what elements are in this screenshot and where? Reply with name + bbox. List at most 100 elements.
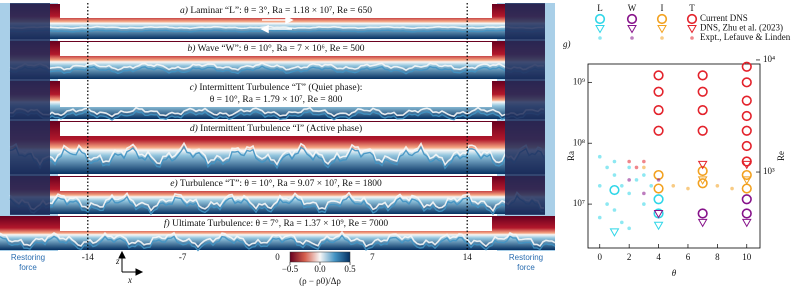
marker-triangle bbox=[697, 160, 708, 170]
marker-triangle bbox=[609, 228, 620, 237]
marker-circle bbox=[626, 13, 638, 25]
channel-tick-label: 14 bbox=[463, 252, 473, 262]
interface bbox=[9, 29, 544, 33]
marker-triangle bbox=[687, 25, 697, 34]
caption-box bbox=[60, 177, 492, 191]
marker-dot bbox=[642, 173, 646, 177]
marker-circle bbox=[653, 125, 664, 136]
marker-circle bbox=[609, 184, 620, 196]
x-tick-label: 4 bbox=[656, 252, 661, 262]
marker-triangle bbox=[741, 160, 752, 170]
marker-circle bbox=[697, 86, 708, 97]
interface bbox=[9, 141, 545, 167]
channel-tick-label: -7 bbox=[179, 252, 187, 262]
marker-dot bbox=[605, 165, 609, 170]
marker-dot bbox=[612, 159, 617, 164]
marker-dot bbox=[620, 220, 624, 225]
y-tick-label: 10⁸ bbox=[573, 137, 585, 147]
marker-circle bbox=[653, 194, 664, 205]
marker-circle bbox=[656, 13, 668, 25]
marker-dot bbox=[627, 165, 631, 170]
marker-dot bbox=[627, 226, 631, 231]
marker-dot bbox=[627, 191, 631, 196]
marker-circle bbox=[741, 140, 752, 152]
marker-circle bbox=[594, 13, 606, 25]
y2-axis-label: Re bbox=[776, 151, 786, 161]
marker-circle bbox=[741, 169, 752, 181]
marker-dot bbox=[642, 202, 646, 206]
caption-text: θ = 10°, Ra = 1.79 × 10⁷, Re = 800 bbox=[210, 94, 343, 105]
marker-circle bbox=[741, 110, 752, 122]
caption-text: Ultimate Turbulence: θ = 7°, Ra = 1.37 ×… bbox=[172, 218, 388, 229]
marker-dot bbox=[730, 186, 734, 191]
interface bbox=[9, 65, 545, 75]
legend-header: T bbox=[689, 3, 695, 13]
marker-triangle bbox=[595, 25, 605, 34]
caption-text: Turbulence “T”: θ = 10°, Ra = 9.07 × 10⁷… bbox=[180, 178, 382, 189]
marker-dot bbox=[598, 36, 602, 40]
marker-triangle bbox=[697, 176, 708, 185]
interface bbox=[10, 106, 545, 118]
axes-glyph bbox=[118, 250, 144, 276]
legend-header: I bbox=[661, 3, 664, 13]
marker-dot bbox=[627, 159, 631, 164]
x-tick-label: 8 bbox=[715, 252, 720, 262]
y-axis-label: Ra bbox=[566, 151, 576, 161]
x-axis-label: θ bbox=[672, 268, 677, 278]
x-tick-label: 2 bbox=[627, 252, 632, 262]
marker-dot bbox=[612, 208, 617, 212]
interface bbox=[0, 234, 556, 252]
interface bbox=[9, 191, 545, 213]
marker-circle bbox=[653, 86, 664, 97]
panel-label: f) bbox=[164, 218, 170, 229]
colorbar bbox=[289, 251, 351, 263]
marker-circle bbox=[697, 178, 708, 189]
panel-caption: c) Intermittent Turbulence “T” (Quiet ph… bbox=[190, 82, 363, 93]
legend-label: Current DNS bbox=[700, 13, 748, 23]
interface bbox=[9, 25, 544, 30]
panel-label: d) bbox=[190, 123, 198, 134]
marker-dot bbox=[627, 178, 631, 182]
restoring-label: Restoring bbox=[509, 253, 543, 262]
caption-box bbox=[60, 4, 492, 18]
channel-tick-label: -14 bbox=[82, 252, 94, 262]
flow-arrow bbox=[260, 15, 294, 34]
marker-triangle bbox=[741, 176, 752, 185]
colorbar-tick-label: 0.0 bbox=[314, 264, 326, 274]
marker-circle bbox=[741, 95, 752, 106]
panel-caption: f) Ultimate Turbulence: θ = 7°, Ra = 1.3… bbox=[164, 218, 388, 229]
marker-circle bbox=[653, 70, 664, 81]
marker-circle bbox=[686, 13, 698, 25]
marker-dot bbox=[612, 173, 617, 177]
marker-circle bbox=[741, 194, 752, 205]
colorbar-label: (ρ − ρ0)/Δρ bbox=[299, 276, 341, 286]
panel-caption: d) Intermittent Turbulence “I” (Active p… bbox=[190, 123, 362, 134]
plot-frame bbox=[587, 63, 761, 249]
panel-label: c) bbox=[190, 82, 197, 93]
panel-label: b) bbox=[187, 43, 195, 54]
caption-box bbox=[60, 122, 492, 136]
panel-caption: e) Turbulence “T”: θ = 10°, Ra = 9.07 × … bbox=[170, 178, 382, 189]
marker-dot bbox=[634, 165, 639, 170]
marker-triangle bbox=[627, 25, 637, 34]
caption-box bbox=[60, 81, 492, 107]
marker-circle bbox=[741, 125, 752, 136]
interface bbox=[9, 145, 545, 170]
marker-triangle bbox=[653, 221, 664, 231]
marker-circle bbox=[697, 125, 708, 136]
legend-header: L bbox=[597, 3, 603, 13]
panel-caption: θ = 10°, Ra = 1.79 × 10⁷, Re = 800 bbox=[210, 94, 343, 105]
marker-circle bbox=[697, 104, 708, 116]
restoring-label: force bbox=[19, 263, 37, 272]
marker-dot bbox=[715, 183, 720, 188]
marker-dot bbox=[642, 191, 646, 196]
y2-tick-label: 10³ bbox=[763, 166, 775, 176]
interface bbox=[9, 194, 545, 216]
marker-circle bbox=[741, 77, 752, 88]
restoring-label: force bbox=[517, 263, 535, 272]
marker-circle bbox=[741, 61, 752, 72]
marker-circle bbox=[697, 70, 708, 81]
marker-circle bbox=[697, 208, 708, 219]
marker-circle bbox=[653, 183, 664, 194]
colorbar-tick-label: −0.5 bbox=[282, 264, 299, 274]
